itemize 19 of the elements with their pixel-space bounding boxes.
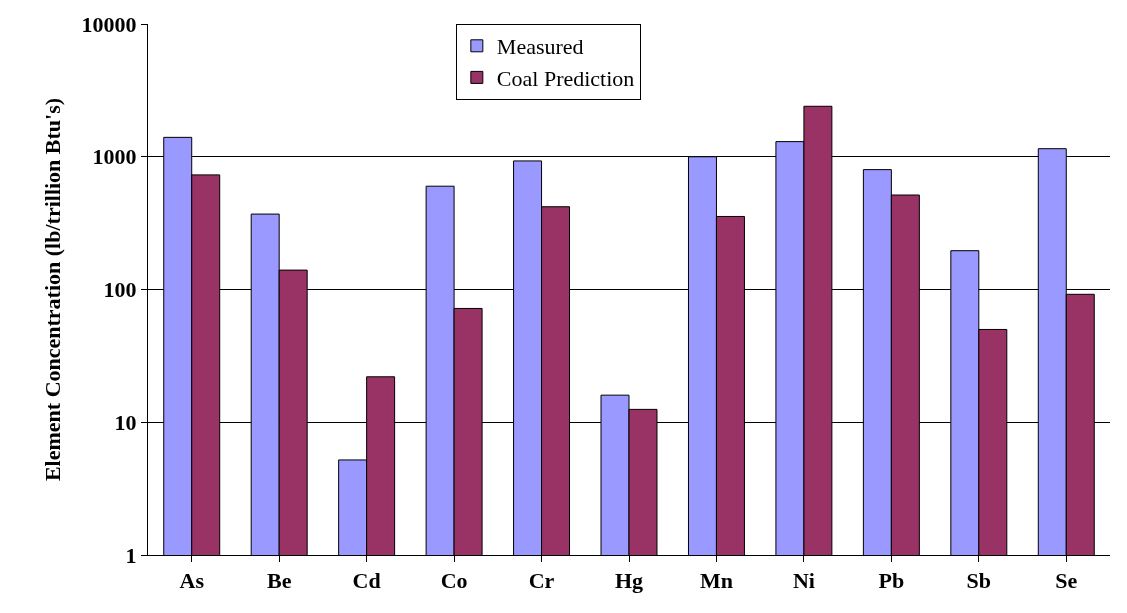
x-tick-label: Ni [792, 568, 815, 594]
x-tick-label: Mn [699, 568, 733, 594]
y-tick-label: 1000 [92, 144, 137, 170]
legend-label: Measured [496, 34, 584, 60]
y-axis-title: Element Concentration (lb/trillion Btu's) [40, 97, 66, 482]
x-tick-label: Cd [352, 568, 381, 594]
legend-label: Coal Prediction [496, 65, 635, 91]
x-tick-label: Be [266, 568, 292, 594]
x-tick-label: Hg [614, 568, 644, 594]
x-tick-label: Co [440, 568, 468, 594]
y-tick-label: 100 [103, 277, 137, 303]
y-tick-label: 1 [125, 542, 137, 568]
x-tick-label: Se [1055, 568, 1078, 594]
y-tick-label: 10000 [81, 11, 137, 37]
x-tick-label: Pb [878, 568, 905, 594]
y-tick-label: 10 [114, 409, 137, 435]
x-tick-label: As [179, 568, 205, 594]
x-tick-label: Cr [528, 568, 555, 594]
x-tick-label: Sb [966, 568, 992, 594]
